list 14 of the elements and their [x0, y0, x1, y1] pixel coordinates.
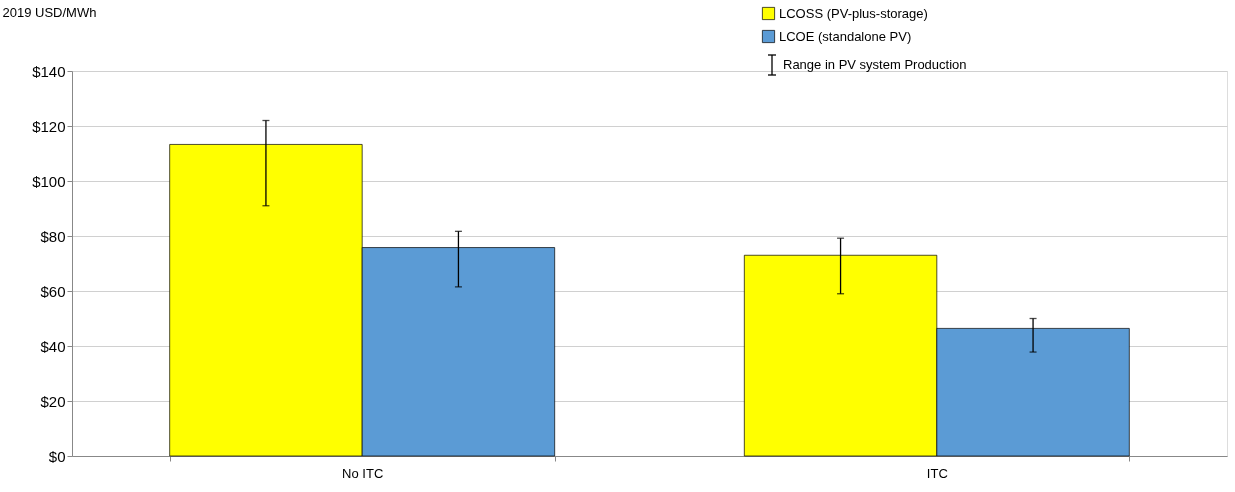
y-tick-label: $0 — [48, 447, 66, 465]
x-tick-label: No ITC — [342, 465, 384, 481]
annotation: Range in PV system Production — [783, 57, 967, 72]
legend-label: LCOE (standalone PV) — [779, 28, 912, 44]
y-tick-label: $120 — [32, 117, 66, 135]
y-tick-label: $60 — [40, 282, 66, 300]
y-tick-label: $20 — [40, 392, 66, 410]
y-tick-label: $100 — [32, 172, 66, 190]
y-tick-label: $140 — [32, 62, 66, 80]
y-axis-title: 2019 USD/MWh — [2, 4, 97, 20]
x-tick-label: ITC — [926, 465, 948, 481]
y-tick-label: $40 — [40, 337, 66, 355]
y-tick-label: $80 — [40, 227, 66, 245]
legend-label: LCOSS (PV-plus-storage) — [779, 5, 928, 21]
